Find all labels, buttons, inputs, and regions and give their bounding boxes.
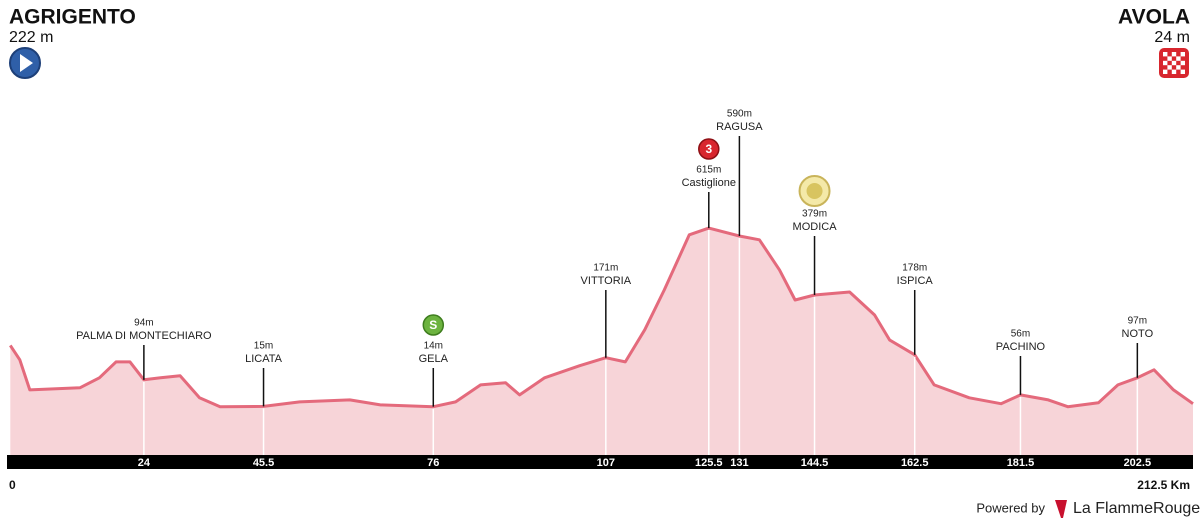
flag-check <box>1176 65 1181 70</box>
waypoint-altitude: 178m <box>902 263 927 274</box>
waypoint-altitude: 615m <box>696 165 721 176</box>
brand: La FlammeRouge <box>1073 500 1200 517</box>
x-tick-label: 24 <box>138 457 151 469</box>
flag-check <box>1180 52 1185 57</box>
flag-check <box>1167 65 1172 70</box>
powered-by: Powered by <box>976 500 1045 515</box>
flag-check <box>1163 52 1168 57</box>
waypoint-icon <box>422 314 445 336</box>
waypoint-name: PACHINO <box>996 341 1046 353</box>
waypoint-name: MODICA <box>793 221 838 233</box>
waypoint-icon-label: 3 <box>705 142 712 156</box>
start-icon <box>9 47 41 79</box>
waypoint-icon <box>698 138 720 160</box>
waypoint-altitude: 97m <box>1128 316 1147 327</box>
x-tick-label: 144.5 <box>801 457 829 469</box>
flag-check <box>1163 69 1168 74</box>
elevation-area <box>10 228 1193 455</box>
waypoint-altitude: 379m <box>802 209 827 220</box>
x-tick-label: 125.5 <box>695 457 723 469</box>
flag-check <box>1180 69 1185 74</box>
waypoint-name: VITTORIA <box>581 275 632 287</box>
waypoint-altitude: 14m <box>424 341 443 352</box>
finish-altitude: 24 m <box>1154 29 1190 46</box>
elevation-line <box>9 226 1194 409</box>
waypoint-altitude: 590m <box>727 109 752 120</box>
waypoint-altitude: 56m <box>1011 329 1030 340</box>
waypoint-altitude: 15m <box>254 341 273 352</box>
finish-icon <box>1159 48 1189 78</box>
waypoint-altitude: 94m <box>134 318 153 329</box>
waypoint-name: ISPICA <box>897 275 934 287</box>
waypoint-name: Castiglione <box>682 177 736 189</box>
flag-check <box>1171 52 1177 57</box>
x-tick-label: 131 <box>730 457 748 469</box>
waypoint-name: GELA <box>419 353 449 365</box>
waypoint-altitude: 171m <box>593 263 618 274</box>
waypoint-name: LICATA <box>245 353 283 365</box>
brand-logo <box>1055 500 1067 518</box>
x-tick-label: 107 <box>597 457 615 469</box>
start-altitude: 222 m <box>9 29 53 46</box>
x-tick-label: 202.5 <box>1124 457 1152 469</box>
waypoint-name: PALMA DI MONTECHIARO <box>76 330 212 342</box>
flag-check <box>1167 56 1172 61</box>
flag-check <box>1176 56 1181 61</box>
x-tick-label: 162.5 <box>901 457 929 469</box>
km-band <box>7 455 1193 469</box>
flag-check <box>1163 60 1168 66</box>
x-tick-label: 45.5 <box>253 457 274 469</box>
x-tick-label: 181.5 <box>1007 457 1035 469</box>
waypoint-name: RAGUSA <box>716 121 763 133</box>
waypoint-icon-label: S <box>429 318 437 332</box>
flag-check <box>1171 69 1177 74</box>
waypoint-name: NOTO <box>1122 328 1154 340</box>
x-tick-label: 76 <box>427 457 439 469</box>
start-name: AGRIGENTO <box>9 6 136 29</box>
x-end-label: 212.5 Km <box>1137 478 1190 492</box>
flag-check <box>1171 60 1177 66</box>
x-start-label: 0 <box>9 478 16 492</box>
bonus-icon-inner <box>806 183 823 199</box>
finish-name: AVOLA <box>1118 6 1190 29</box>
flag-check <box>1180 60 1185 66</box>
